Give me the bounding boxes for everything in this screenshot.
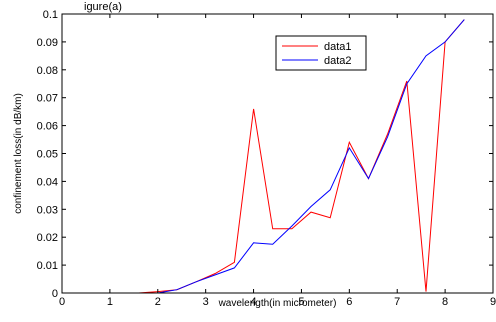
x-tick-label-5: 5 <box>298 296 304 308</box>
y-tick-label-8: 0.08 <box>37 65 58 77</box>
y-tick-label-3: 0.03 <box>37 204 58 216</box>
y-tick-label-6: 0.06 <box>37 121 58 133</box>
legend: data1 data2 <box>275 35 367 71</box>
x-tick-label-6: 6 <box>346 296 352 308</box>
x-tick-label-8: 8 <box>442 296 448 308</box>
legend-box <box>275 35 367 71</box>
x-tick-label-9: 9 <box>490 296 496 308</box>
x-tick-label-7: 7 <box>394 296 400 308</box>
y-tick-label-7: 0.07 <box>37 93 58 105</box>
x-tick-label-3: 3 <box>203 296 209 308</box>
legend-label-data1: data1 <box>324 41 352 53</box>
y-axis-label: confinement loss(in dB/km) <box>13 93 24 214</box>
axes-group: 0 1 2 3 4 5 6 7 8 9 0 0.01 0.02 0.03 0.04 0.05 0.06 0.07 0… <box>37 9 496 308</box>
x-tick-label-2: 2 <box>155 296 161 308</box>
legend-label-data2: data2 <box>324 55 352 67</box>
y-tick-label-0: 0 <box>52 288 58 300</box>
x-tick-label-4: 4 <box>250 296 256 308</box>
x-tick-label-1: 1 <box>107 296 113 308</box>
y-tick-label-10: 0.1 <box>43 9 58 21</box>
y-tick-label-9: 0.09 <box>37 37 58 49</box>
x-axis-label: wavelength(in micrometer) <box>218 298 337 309</box>
y-tick-label-2: 0.02 <box>37 232 58 244</box>
y-tick-label-4: 0.04 <box>37 176 58 188</box>
chart-title-fragment: igure(a) <box>84 1 122 13</box>
y-tick-label-1: 0.01 <box>37 260 58 272</box>
y-tick-label-5: 0.05 <box>37 149 58 161</box>
x-tick-label-0: 0 <box>59 296 65 308</box>
